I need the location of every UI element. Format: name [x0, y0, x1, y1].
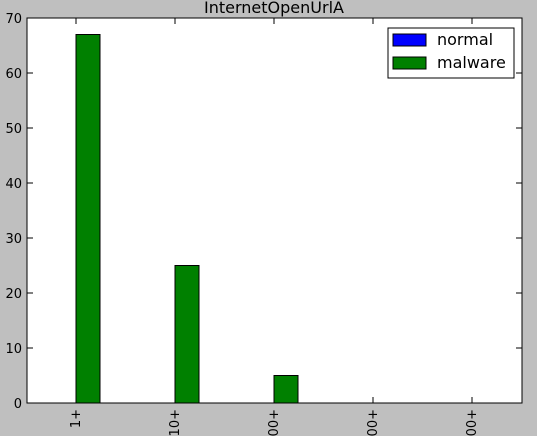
plot-background — [27, 18, 522, 403]
x-tick-label-2: 100+ — [267, 409, 282, 436]
y-tick-label-1: 10 — [5, 342, 22, 357]
y-tick-label-5: 50 — [5, 122, 22, 137]
y-tick-label-2: 20 — [5, 287, 22, 302]
chart-title: InternetOpenUrlA — [204, 0, 344, 17]
bar-malware-0 — [75, 34, 101, 404]
axis-ticks: 0 10 20 30 40 50 60 70 1+ 10+ 100+ 1000+ 10000+ — [5, 12, 522, 436]
y-tick-label-0: 0 — [14, 397, 22, 412]
bar-malware-1 — [174, 265, 200, 404]
legend-swatch-normal — [392, 33, 427, 47]
y-tick-label-3: 30 — [5, 232, 22, 247]
y-tick-label-7: 70 — [5, 12, 22, 27]
y-tick-label-6: 60 — [5, 67, 22, 82]
bars-group — [75, 34, 299, 404]
x-tick-label-4: 10000+ — [465, 409, 480, 436]
legend: normal malware — [387, 27, 515, 79]
x-tick-label-0: 1+ — [69, 409, 84, 428]
plot-frame — [26, 17, 523, 404]
legend-label-normal: normal — [437, 30, 493, 49]
legend-label-malware: malware — [437, 53, 506, 72]
y-tick-label-4: 40 — [5, 177, 22, 192]
x-tick-label-1: 10+ — [168, 409, 183, 436]
legend-swatch-malware — [392, 56, 427, 70]
x-tick-label-3: 1000+ — [366, 409, 381, 436]
bar-malware-2 — [273, 375, 299, 404]
